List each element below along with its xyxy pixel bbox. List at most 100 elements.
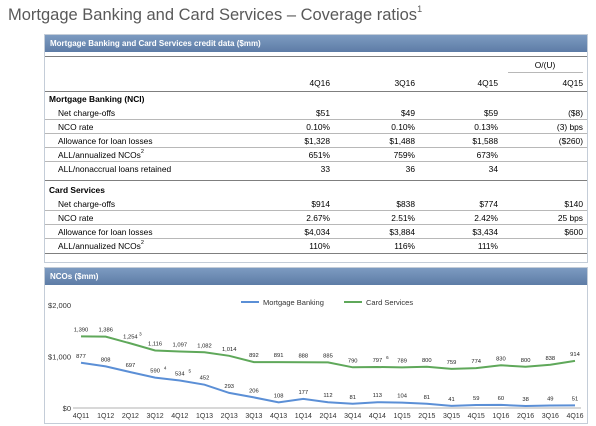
table-row: ALL/annualized NCOs2 651% 759% 673%	[45, 148, 587, 162]
data-label: 888	[298, 353, 308, 359]
data-label: 1,082	[197, 343, 212, 349]
x-tick-label: 3Q13	[245, 413, 262, 420]
series-line	[80, 361, 576, 408]
y-tick-label: $0	[63, 404, 71, 413]
table-cell: $774	[479, 199, 498, 209]
data-label: 790	[348, 358, 358, 364]
legend-label: Card Services	[366, 298, 413, 307]
table-cell: 0.10%	[306, 122, 330, 132]
data-label: 885	[323, 353, 333, 359]
data-label: 534	[175, 371, 185, 377]
x-tick-label: 2Q12	[122, 413, 139, 420]
table-cell: 0.10%	[391, 122, 415, 132]
x-tick-label: 1Q12	[97, 413, 114, 420]
table-cell: 25 bps	[557, 213, 583, 223]
table-row: NCO rate 2.67% 2.51% 2.42% 25 bps	[45, 211, 587, 225]
x-tick-label: 4Q16	[566, 413, 583, 420]
table-cell: $51	[316, 108, 330, 118]
column-header: 4Q16	[309, 78, 331, 88]
x-tick-label: 4Q15	[468, 413, 485, 420]
table-cell: $914	[311, 199, 330, 209]
data-label: 1,390	[74, 327, 89, 333]
data-label: 789	[397, 358, 407, 364]
data-label: 1,116	[148, 342, 162, 348]
section-label: Card Services	[49, 185, 105, 195]
x-tick-label: 3Q14	[344, 413, 361, 420]
data-label-footnote: 4	[164, 366, 167, 371]
section-rule	[45, 253, 587, 254]
row-label: ALL/nonaccrual loans retained	[58, 164, 172, 174]
x-tick-label: 2Q15	[418, 413, 435, 420]
data-label: 177	[298, 390, 308, 396]
table-cell: $1,588	[472, 136, 498, 146]
table-cell: 110%	[309, 241, 330, 251]
column-header: 4Q15	[477, 78, 499, 88]
data-label: 808	[101, 357, 111, 363]
data-label: 104	[397, 394, 407, 400]
section-label: Mortgage Banking (NCI)	[49, 94, 145, 104]
data-label: 697	[126, 363, 136, 369]
ou-header-underline	[508, 72, 583, 73]
x-tick-label: 4Q14	[369, 413, 386, 420]
table-cell: $59	[484, 108, 498, 118]
data-label: 800	[422, 358, 432, 364]
footnote-marker: 2	[140, 240, 144, 246]
data-label: 81	[349, 395, 355, 401]
y-tick-label: $1,000	[48, 353, 71, 362]
table-cell: (3) bps	[556, 122, 583, 132]
table-cell: $600	[564, 227, 583, 237]
y-tick-label: $2,000	[48, 301, 71, 310]
x-tick-label: 1Q16	[492, 413, 509, 420]
data-label: 51	[572, 396, 578, 402]
data-label: 108	[274, 393, 284, 399]
x-tick-label: 4Q12	[171, 413, 188, 420]
table-cell: $140	[564, 199, 583, 209]
data-label: 59	[473, 396, 479, 402]
table-cell: $3,884	[389, 227, 415, 237]
row-divider	[45, 161, 587, 162]
data-label-footnote: 6	[386, 355, 389, 360]
data-label: 830	[496, 356, 506, 362]
credit-data-header: Mortgage Banking and Card Services credi…	[45, 35, 587, 52]
footnote-marker: 2	[140, 149, 144, 155]
header-bottom-rule	[45, 91, 587, 92]
row-divider	[45, 119, 587, 120]
data-label: 1,097	[173, 343, 188, 349]
x-tick-label: 4Q11	[73, 413, 90, 420]
row-divider	[45, 133, 587, 134]
ou-header: O/(U)	[534, 60, 556, 70]
x-tick-label: 3Q15	[443, 413, 460, 420]
table-cell: 34	[488, 164, 498, 174]
series-line	[80, 335, 576, 370]
data-label: 49	[547, 396, 553, 402]
table-cell: $3,434	[472, 227, 498, 237]
x-tick-label: 2Q14	[319, 413, 336, 420]
table-row: Allowance for loan losses $1,328 $1,488 $1,…	[45, 134, 587, 148]
data-label: 1,014	[222, 347, 237, 353]
table-cell: $838	[396, 199, 415, 209]
data-label: 914	[570, 352, 580, 358]
table-cell: 2.51%	[391, 213, 415, 223]
table-cell: 759%	[393, 150, 415, 160]
data-label: 891	[274, 353, 284, 359]
row-label: Allowance for loan losses	[58, 227, 153, 237]
row-label: ALL/annualized NCOs2	[58, 149, 144, 160]
table-cell: 0.13%	[474, 122, 498, 132]
data-label: 112	[323, 393, 332, 399]
data-label: 759	[447, 360, 457, 366]
ncos-line-chart: $0 $1,000 $2,000 4Q11 1Q12 2Q12 3Q12 4Q12 1Q13 2Q…	[48, 298, 584, 420]
column-header: 3Q16	[394, 78, 416, 88]
table-cell: $49	[401, 108, 415, 118]
table-cell: ($260)	[558, 136, 583, 146]
row-label: ALL/annualized NCOs2	[58, 240, 144, 251]
table-cell: 111%	[477, 241, 498, 251]
data-label: 774	[471, 359, 481, 365]
table-cell: 2.67%	[306, 213, 330, 223]
data-label: 1,254	[123, 334, 138, 340]
row-label: NCO rate	[58, 213, 94, 223]
data-label: 60	[498, 396, 504, 402]
data-label: 800	[521, 358, 531, 364]
data-label: 590	[150, 369, 160, 375]
legend-label: Mortgage Banking	[263, 298, 324, 307]
x-tick-label: 2Q13	[221, 413, 238, 420]
